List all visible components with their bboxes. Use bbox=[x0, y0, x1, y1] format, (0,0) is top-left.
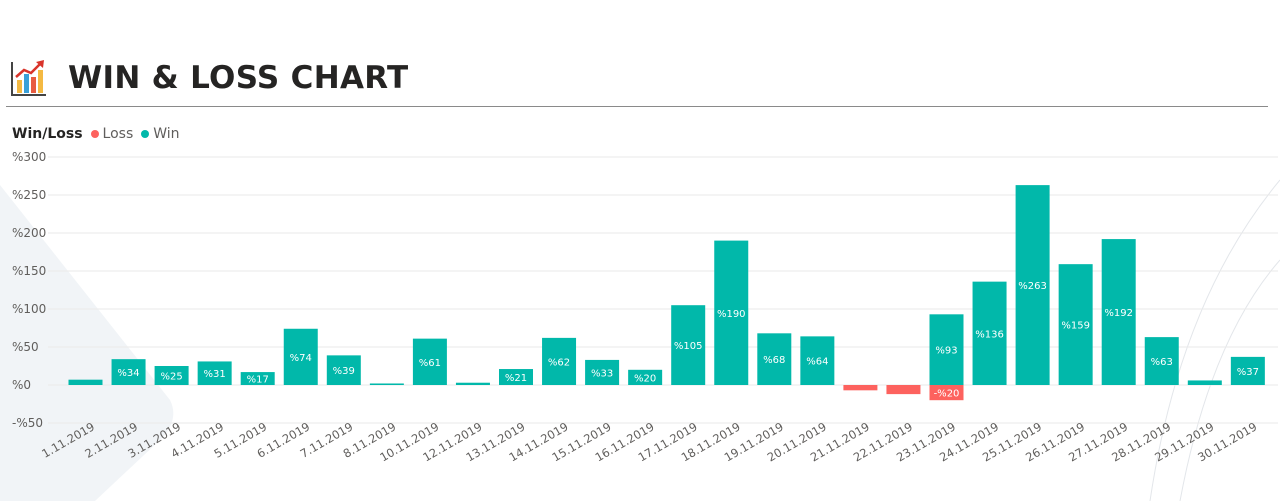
data-label-win: %33 bbox=[591, 368, 613, 379]
bar-win bbox=[326, 355, 361, 385]
data-label-win: %136 bbox=[975, 329, 1004, 340]
data-label-win: %21 bbox=[505, 373, 527, 384]
legend-item-win[interactable]: Win bbox=[141, 126, 180, 142]
y-tick-label: %250 bbox=[12, 188, 46, 202]
data-label-win: %34 bbox=[117, 368, 139, 379]
y-tick-label: %300 bbox=[12, 150, 46, 164]
data-label-win: %64 bbox=[806, 357, 828, 368]
y-tick-label: -%50 bbox=[12, 416, 43, 430]
data-label-win: %263 bbox=[1018, 281, 1047, 292]
legend: Win/Loss Loss Win bbox=[12, 126, 188, 142]
bar-win bbox=[1144, 337, 1179, 385]
legend-label-win: Win bbox=[153, 126, 180, 142]
data-label-win: %192 bbox=[1104, 308, 1133, 319]
bar-win bbox=[111, 359, 146, 385]
bar-win bbox=[1230, 356, 1265, 385]
data-label-win: %62 bbox=[548, 357, 570, 368]
bar-win bbox=[154, 366, 189, 385]
y-tick-label: %0 bbox=[12, 378, 31, 392]
bar-win bbox=[455, 382, 490, 385]
legend-label-loss: Loss bbox=[102, 126, 134, 142]
bar-loss bbox=[929, 385, 964, 401]
y-tick-label: %100 bbox=[12, 302, 46, 316]
bar-win bbox=[240, 372, 275, 385]
data-label-win: %105 bbox=[674, 341, 703, 352]
chart-title: WIN & LOSS CHART bbox=[68, 60, 409, 96]
bar-win bbox=[800, 336, 835, 385]
chart-header: WIN & LOSS CHART bbox=[8, 56, 408, 100]
y-tick-label: %200 bbox=[12, 226, 46, 240]
bar-win bbox=[929, 314, 964, 385]
bar-win bbox=[1015, 185, 1050, 385]
data-label-win: %63 bbox=[1151, 357, 1173, 368]
bar-win bbox=[757, 333, 792, 385]
data-label-win: %20 bbox=[634, 373, 656, 384]
bar-win bbox=[671, 305, 706, 385]
bar-win bbox=[628, 369, 663, 385]
legend-dot-win bbox=[141, 130, 150, 138]
bar-win bbox=[1187, 380, 1222, 385]
data-label-win: %74 bbox=[290, 353, 312, 364]
bar-win bbox=[412, 338, 447, 385]
y-tick-label: %150 bbox=[12, 264, 46, 278]
legend-title: Win/Loss bbox=[12, 126, 83, 142]
bar-loss bbox=[886, 385, 921, 395]
bar-win bbox=[499, 369, 533, 385]
data-label-win: %93 bbox=[935, 346, 957, 357]
data-label-win: %190 bbox=[717, 309, 746, 320]
y-tick-label: %50 bbox=[12, 340, 39, 354]
data-label-win: %68 bbox=[763, 355, 785, 366]
bar-win bbox=[585, 359, 620, 385]
win-loss-bar-chart: %300%250%200%150%100%50%0-%501.11.2019%3… bbox=[12, 150, 1278, 465]
data-label-loss: -%20 bbox=[934, 389, 960, 400]
bar-win bbox=[369, 383, 404, 385]
data-label-win: %61 bbox=[419, 358, 441, 369]
bar-win bbox=[542, 337, 577, 385]
data-label-win: %37 bbox=[1237, 367, 1259, 378]
data-label-win: %159 bbox=[1061, 321, 1090, 332]
data-label-win: %39 bbox=[333, 366, 355, 377]
legend-dot-loss bbox=[90, 130, 99, 138]
bar-loss bbox=[843, 385, 878, 391]
data-label-win: %25 bbox=[160, 372, 182, 383]
bar-win bbox=[714, 240, 749, 385]
header-divider bbox=[6, 106, 1268, 107]
bar-win bbox=[68, 379, 103, 385]
bar-win bbox=[1101, 239, 1136, 385]
legend-item-loss[interactable]: Loss bbox=[90, 126, 134, 142]
data-label-win: %17 bbox=[247, 375, 269, 386]
bar-win bbox=[283, 328, 318, 385]
bar-win bbox=[197, 361, 232, 385]
data-label-win: %31 bbox=[204, 369, 226, 380]
bar-win bbox=[1058, 264, 1093, 385]
bar-win bbox=[972, 281, 1007, 385]
chart-growth-icon bbox=[11, 60, 46, 96]
